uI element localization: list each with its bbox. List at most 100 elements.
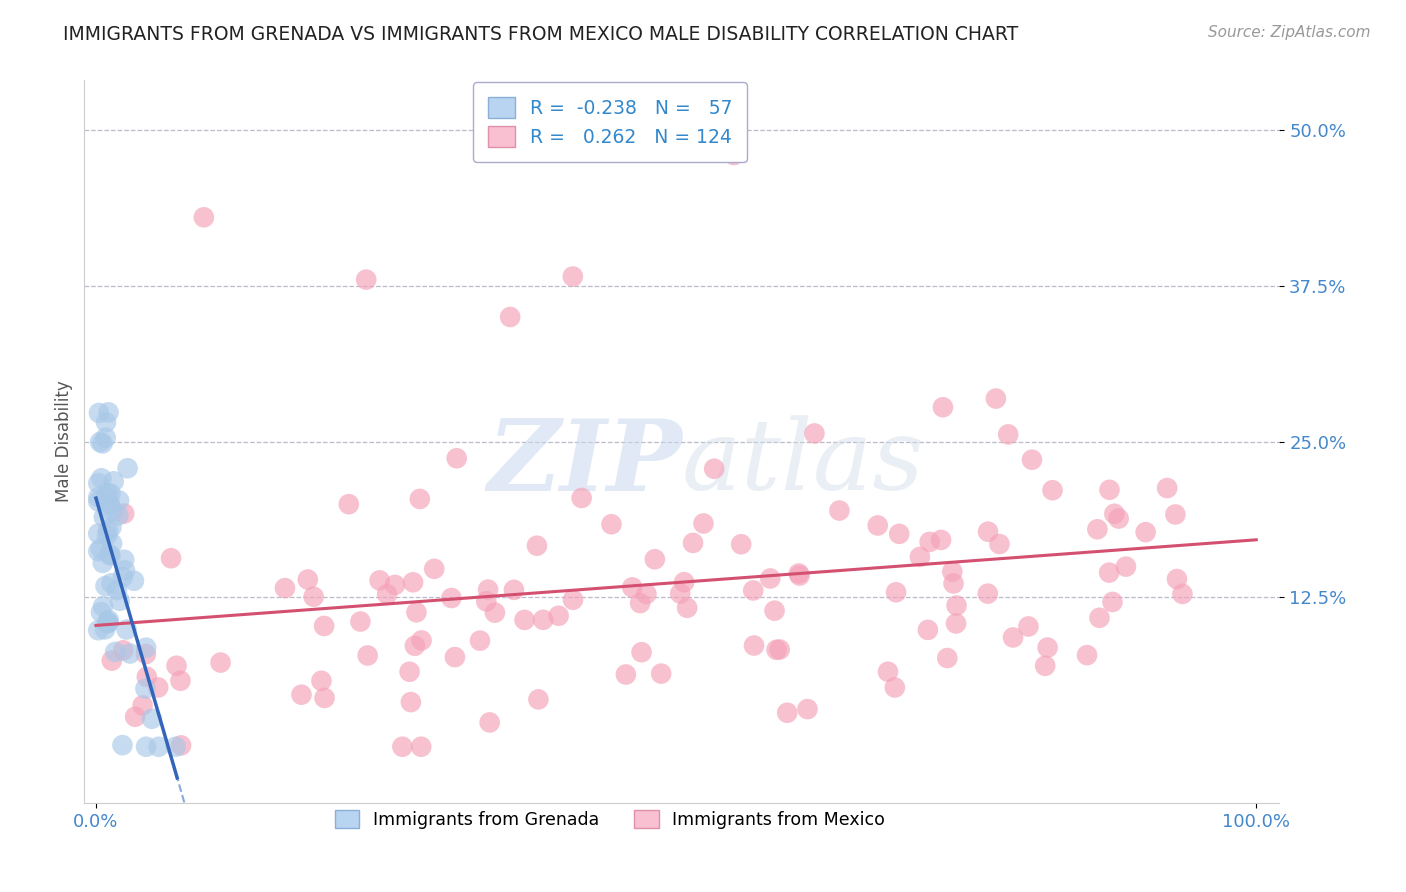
Point [1164, 508, 1187, 522]
Point [148, 739, 170, 754]
Point [87, 406, 110, 420]
Point [1033, 658, 1056, 673]
Point [828, 503, 851, 517]
Point [391, 739, 413, 754]
Text: Source: ZipAtlas.com: Source: ZipAtlas.com [1208, 25, 1371, 40]
Point [997, 427, 1019, 442]
Point [100, 486, 122, 500]
Point [146, 681, 169, 695]
Point [796, 702, 818, 716]
Point [411, 633, 433, 648]
Point [478, 715, 501, 730]
Point [96, 616, 118, 631]
Point [114, 563, 136, 577]
Point [96, 486, 118, 500]
Point [97, 405, 120, 419]
Point [803, 426, 825, 441]
Point [107, 508, 129, 523]
Point [789, 568, 811, 582]
Point [101, 536, 124, 550]
Point [908, 549, 931, 564]
Point [93, 510, 115, 524]
Point [866, 518, 889, 533]
Point [193, 211, 215, 225]
Point [314, 690, 336, 705]
Point [571, 491, 593, 505]
Point [311, 673, 333, 688]
Point [1088, 611, 1111, 625]
Point [977, 587, 1000, 601]
Point [169, 673, 191, 688]
Point [423, 562, 446, 576]
Point [375, 587, 398, 601]
Point [118, 647, 141, 661]
Point [527, 692, 550, 706]
Point [945, 616, 967, 631]
Point [673, 575, 696, 590]
Point [209, 656, 232, 670]
Point [112, 552, 135, 566]
Point [1104, 507, 1126, 521]
Point [354, 272, 377, 286]
Point [1156, 481, 1178, 495]
Point [104, 645, 127, 659]
Point [1171, 587, 1194, 601]
Point [531, 613, 554, 627]
Point [1115, 559, 1137, 574]
Point [477, 582, 499, 597]
Point [703, 461, 725, 475]
Point [160, 551, 183, 566]
Point [513, 613, 536, 627]
Point [349, 615, 371, 629]
Point [405, 605, 427, 619]
Point [337, 497, 360, 511]
Point [644, 552, 666, 566]
Y-axis label: Male Disability: Male Disability [55, 381, 73, 502]
Point [759, 572, 782, 586]
Point [765, 642, 787, 657]
Point [101, 504, 124, 518]
Point [942, 576, 965, 591]
Point [384, 578, 406, 592]
Point [166, 658, 188, 673]
Point [884, 585, 907, 599]
Point [135, 739, 157, 754]
Point [877, 665, 900, 679]
Point [165, 739, 187, 754]
Point [440, 591, 463, 605]
Point [945, 599, 967, 613]
Point [115, 623, 138, 637]
Point [411, 739, 433, 754]
Point [105, 583, 128, 598]
Point [1098, 566, 1121, 580]
Point [90, 541, 112, 556]
Point [475, 594, 498, 608]
Point [1021, 452, 1043, 467]
Point [889, 526, 911, 541]
Point [883, 681, 905, 695]
Point [87, 494, 110, 508]
Point [484, 606, 506, 620]
Point [170, 739, 193, 753]
Point [314, 619, 336, 633]
Point [562, 592, 585, 607]
Point [669, 586, 692, 600]
Point [742, 583, 765, 598]
Point [1101, 595, 1123, 609]
Point [600, 517, 623, 532]
Point [94, 623, 117, 637]
Point [1085, 522, 1108, 536]
Point [977, 524, 1000, 539]
Point [941, 565, 963, 579]
Point [97, 524, 120, 538]
Point [94, 490, 117, 504]
Point [399, 695, 422, 709]
Point [94, 579, 117, 593]
Point [742, 639, 765, 653]
Point [561, 269, 583, 284]
Point [94, 431, 117, 445]
Point [90, 605, 112, 619]
Point [628, 596, 651, 610]
Point [1108, 511, 1130, 525]
Point [135, 670, 157, 684]
